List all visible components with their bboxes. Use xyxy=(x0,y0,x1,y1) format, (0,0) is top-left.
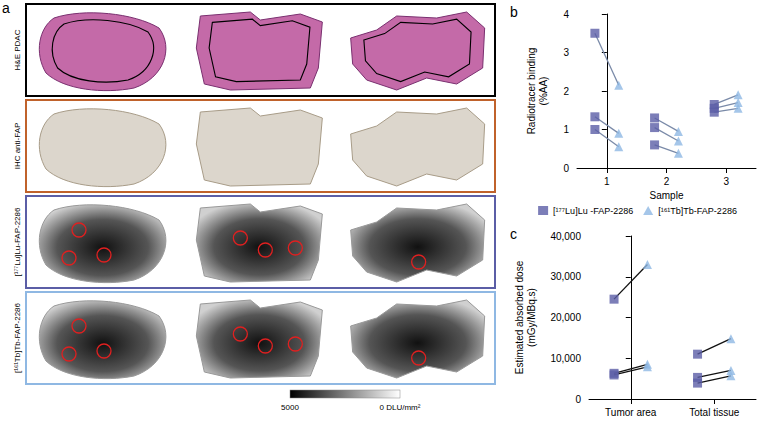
svg-text:Radiotracer binding: Radiotracer binding xyxy=(526,48,537,135)
svg-text:Sample: Sample xyxy=(650,190,684,201)
svg-text:Total tissue: Total tissue xyxy=(689,407,739,418)
svg-text:2: 2 xyxy=(664,176,670,187)
svg-text:10,000: 10,000 xyxy=(550,353,581,364)
svg-text:[¹⁶¹Tb]Tb-FAP-2286: [¹⁶¹Tb]Tb-FAP-2286 xyxy=(658,206,737,216)
svg-text:4: 4 xyxy=(563,9,569,20)
svg-text:3: 3 xyxy=(723,176,729,187)
svg-text:a: a xyxy=(2,0,10,16)
svg-text:(%AA): (%AA) xyxy=(538,77,549,106)
svg-text:1: 1 xyxy=(563,124,569,135)
svg-text:40,000: 40,000 xyxy=(550,231,581,242)
svg-text:[¹⁶¹Tb]Tb-FAP-2286: [¹⁶¹Tb]Tb-FAP-2286 xyxy=(13,302,22,373)
svg-text:IHC anti-FAP: IHC anti-FAP xyxy=(13,123,22,170)
svg-text:Estimated absorbed dose: Estimated absorbed dose xyxy=(514,260,525,374)
svg-text:0 DLU/mm²: 0 DLU/mm² xyxy=(380,403,421,412)
svg-text:(mGy/MBq.s): (mGy/MBq.s) xyxy=(526,288,537,347)
svg-text:Tumor area: Tumor area xyxy=(605,407,657,418)
svg-text:1: 1 xyxy=(604,176,610,187)
svg-text:3: 3 xyxy=(563,47,569,58)
svg-text:[¹⁷⁷Lu]Lu -FAP-2286: [¹⁷⁷Lu]Lu -FAP-2286 xyxy=(553,206,633,216)
svg-text:5000: 5000 xyxy=(281,403,299,412)
svg-text:[¹⁷⁷Lu]Lu-FAP-2286: [¹⁷⁷Lu]Lu-FAP-2286 xyxy=(13,207,22,276)
svg-text:c: c xyxy=(510,226,517,242)
svg-text:b: b xyxy=(510,4,518,20)
svg-text:H&E PDAC: H&E PDAC xyxy=(13,29,22,70)
svg-text:0: 0 xyxy=(575,394,581,405)
svg-text:20,000: 20,000 xyxy=(550,312,581,323)
svg-text:2: 2 xyxy=(563,86,569,97)
svg-text:30,000: 30,000 xyxy=(550,271,581,282)
svg-text:0: 0 xyxy=(563,163,569,174)
